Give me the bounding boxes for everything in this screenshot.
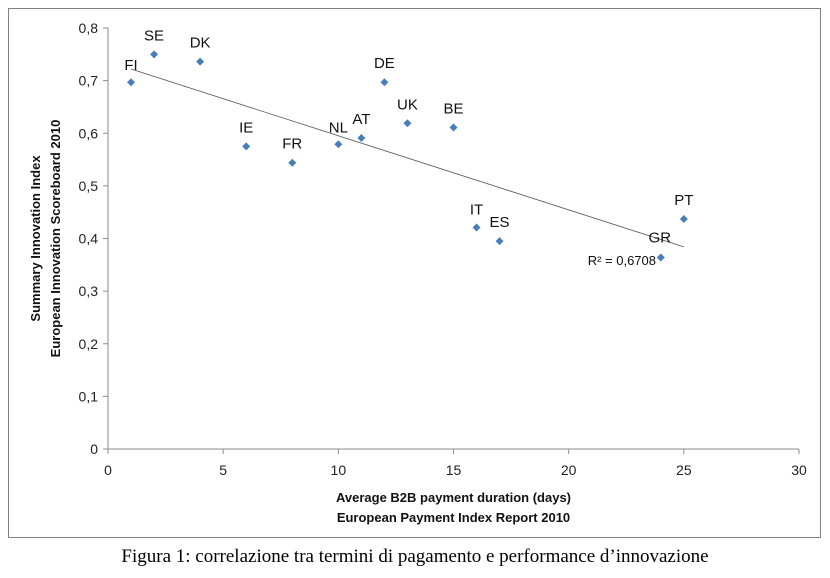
trendline xyxy=(130,68,684,248)
data-point-dk xyxy=(196,57,205,66)
data-point-be xyxy=(449,123,458,132)
y-tick-label: 0,8 xyxy=(79,20,99,36)
data-point-se xyxy=(150,50,159,59)
y-tick-label: 0,3 xyxy=(79,283,99,299)
x-tick-label: 25 xyxy=(676,462,692,478)
x-tick-label: 30 xyxy=(791,462,807,478)
r-squared-label: R² = 0,6708 xyxy=(588,253,656,268)
data-point-gr xyxy=(656,253,665,262)
point-label-gr: GR xyxy=(649,229,672,246)
y-axis-subtitle: European Innovation Scoreboard 2010 xyxy=(48,120,63,358)
point-label-be: BE xyxy=(443,100,463,117)
data-point-pt xyxy=(679,215,688,224)
figure-caption: Figura 1: correlazione tra termini di pa… xyxy=(121,546,709,567)
point-label-fr: FR xyxy=(282,136,302,153)
data-point-fi xyxy=(127,78,136,87)
data-point-es xyxy=(495,237,504,246)
data-point-at xyxy=(357,133,366,142)
x-tick-label: 5 xyxy=(219,462,227,478)
scatter-chart: 0 0,1 0,2 0,3 0,4 0,5 0,6 0,7 0,8 0 5 10 15 20 25 30 Ave… xyxy=(28,20,807,525)
data-point-fr xyxy=(288,158,297,167)
data-point-nl xyxy=(334,140,343,149)
point-label-it: IT xyxy=(470,201,483,218)
data-point-ie xyxy=(242,142,251,151)
y-tick-label: 0,2 xyxy=(79,336,99,352)
y-tick-label: 0,7 xyxy=(79,73,99,89)
x-axis-subtitle: European Payment Index Report 2010 xyxy=(337,510,570,525)
point-label-dk: DK xyxy=(190,35,211,52)
point-label-ie: IE xyxy=(239,119,253,136)
data-point-it xyxy=(472,223,481,232)
point-label-uk: UK xyxy=(397,96,418,113)
y-tick-label: 0 xyxy=(90,441,98,457)
x-tick-label: 10 xyxy=(331,462,347,478)
data-point-de xyxy=(380,78,389,87)
x-tick-label: 0 xyxy=(104,462,112,478)
point-label-fi: FI xyxy=(124,57,137,74)
y-tick-label: 0,4 xyxy=(79,231,99,247)
x-tick-label: 20 xyxy=(561,462,577,478)
x-axis-title: Average B2B payment duration (days) xyxy=(336,490,571,505)
point-label-es: ES xyxy=(490,214,510,231)
chart-frame xyxy=(8,8,821,538)
data-point-uk xyxy=(403,119,412,128)
y-tick-label: 0,1 xyxy=(79,388,99,404)
point-label-de: DE xyxy=(374,55,395,72)
point-label-nl: NL xyxy=(329,119,348,136)
y-tick-label: 0,5 xyxy=(79,178,99,194)
point-label-pt: PT xyxy=(674,192,693,209)
point-label-se: SE xyxy=(144,27,164,44)
point-label-at: AT xyxy=(352,111,370,128)
y-axis-title: Summary Innovation Index xyxy=(28,155,43,322)
y-tick-label: 0,6 xyxy=(79,125,99,141)
x-tick-label: 15 xyxy=(446,462,462,478)
